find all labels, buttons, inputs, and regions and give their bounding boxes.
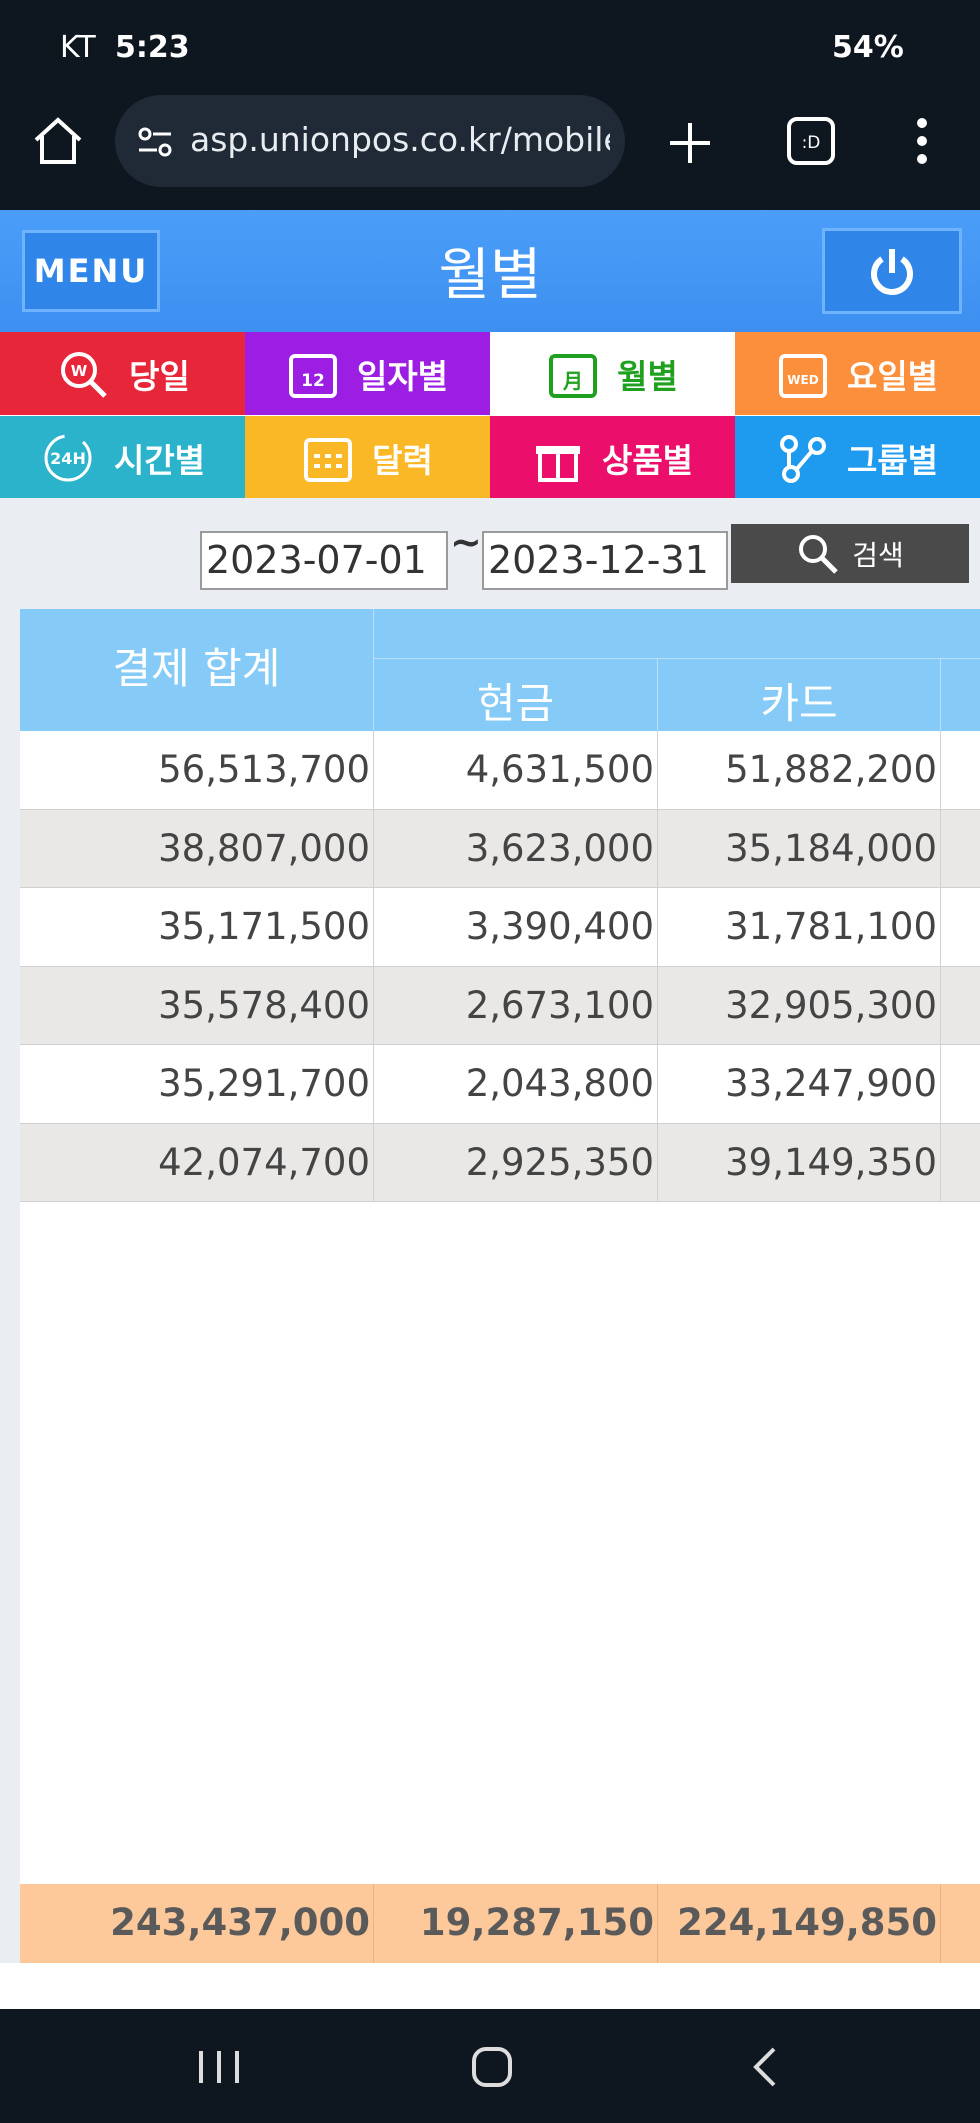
header-group-band [374, 609, 980, 659]
svg-text::D: :D [802, 133, 821, 153]
table-cell [941, 731, 980, 810]
table-cell: 38,807,000 [20, 809, 374, 888]
tabs-button[interactable]: :D [785, 115, 837, 167]
table-cell [941, 809, 980, 888]
total-cell [941, 1884, 980, 1963]
table-cell: 4,631,500 [374, 731, 658, 810]
battery-level: 54% [832, 30, 904, 65]
search-icon [799, 534, 839, 574]
table-cell [941, 1123, 980, 1202]
start-date-input[interactable]: 2023-07-01 [200, 531, 448, 590]
column-header [941, 659, 980, 731]
tab-icon [779, 434, 826, 483]
page-title: 월별 [438, 243, 542, 308]
tab[interactable]: W 당일 [0, 332, 245, 415]
svg-text:WED: WED [787, 373, 818, 387]
table-cell: 42,074,700 [20, 1123, 374, 1202]
table-cell: 35,578,400 [20, 966, 374, 1045]
total-cell: 243,437,000 [20, 1884, 374, 1963]
table-cell [941, 888, 980, 967]
logout-button[interactable] [822, 228, 962, 314]
tab-icon: WED [778, 353, 827, 398]
total-cell: 19,287,150 [374, 1884, 658, 1963]
tab-icon: 月 [549, 353, 598, 398]
system-nav-bar [0, 2009, 980, 2123]
tab-label: 요일별 [846, 356, 939, 396]
menu-button[interactable]: MENU [22, 230, 160, 312]
search-button[interactable]: 검색 [731, 524, 969, 583]
tab-icon: 12 [288, 353, 337, 398]
tab-label: 달력 [372, 440, 433, 480]
column-header: 결제 합계 [20, 609, 374, 731]
new-tab-button[interactable] [665, 118, 715, 168]
back-button[interactable] [750, 2045, 780, 2089]
tab-active[interactable]: 月 월별 [490, 332, 735, 415]
column-header: 카드 [658, 659, 941, 731]
home-nav-button[interactable] [470, 2045, 514, 2089]
tab[interactable]: 상품별 [490, 416, 735, 499]
tab-label: 일자별 [356, 356, 449, 396]
tab-label: 당일 [129, 356, 190, 396]
table-cell: 2,673,100 [374, 966, 658, 1045]
tab[interactable]: WED 요일별 [735, 332, 980, 415]
table-cell: 33,247,900 [658, 1045, 941, 1124]
search-button-label: 검색 [852, 538, 904, 572]
browser-menu-button[interactable] [910, 115, 934, 167]
sales-table: 결제 합계 현금 카드 56,513,700 4,631,500 51,882,200 38… [20, 609, 980, 1963]
site-info-icon[interactable] [135, 122, 175, 162]
url-text: asp.unionpos.co.kr/mobile/ [190, 120, 610, 159]
end-date-input[interactable]: 2023-12-31 [482, 531, 728, 590]
table-cell: 35,291,700 [20, 1045, 374, 1124]
table-cell: 2,043,800 [374, 1045, 658, 1124]
tab-label: 시간별 [113, 440, 206, 480]
tab-icon [535, 445, 580, 482]
table-cell: 39,149,350 [658, 1123, 941, 1202]
table-cell [941, 966, 980, 1045]
table-cell: 51,882,200 [658, 731, 941, 810]
tab-icon [304, 437, 353, 482]
tab-label: 월별 [617, 356, 678, 396]
tab-icon: 24H [44, 434, 92, 481]
tab[interactable]: 24H 시간별 [0, 416, 245, 499]
column-header: 현금 [374, 659, 658, 731]
power-icon [871, 249, 913, 295]
tab-label: 그룹별 [846, 440, 939, 480]
date-separator: ~ [450, 520, 482, 564]
tab[interactable]: 12 일자별 [245, 332, 490, 415]
clock: 5:23 [115, 30, 190, 65]
carrier: KT [60, 30, 96, 65]
app-header [0, 210, 980, 332]
svg-text:月: 月 [562, 369, 583, 393]
tab[interactable]: 달력 [245, 416, 490, 499]
table-cell [941, 1045, 980, 1124]
tab-icon: W [61, 351, 107, 398]
table-cell: 31,781,100 [658, 888, 941, 967]
table-cell: 2,925,350 [374, 1123, 658, 1202]
table-cell: 3,390,400 [374, 888, 658, 967]
recents-button[interactable] [195, 2047, 243, 2087]
table-cell: 35,171,500 [20, 888, 374, 967]
table-cell: 56,513,700 [20, 731, 374, 810]
total-cell: 224,149,850 [658, 1884, 941, 1963]
table-cell: 35,184,000 [658, 809, 941, 888]
svg-text:W: W [71, 362, 88, 380]
svg-text:24H: 24H [50, 449, 86, 468]
table-cell: 3,623,000 [374, 809, 658, 888]
table-cell: 32,905,300 [658, 966, 941, 1045]
tab-label: 상품별 [601, 440, 694, 480]
svg-text:12: 12 [301, 371, 325, 391]
address-bar[interactable] [115, 95, 625, 187]
tab[interactable]: 그룹별 [735, 416, 980, 499]
home-button[interactable] [30, 112, 86, 168]
